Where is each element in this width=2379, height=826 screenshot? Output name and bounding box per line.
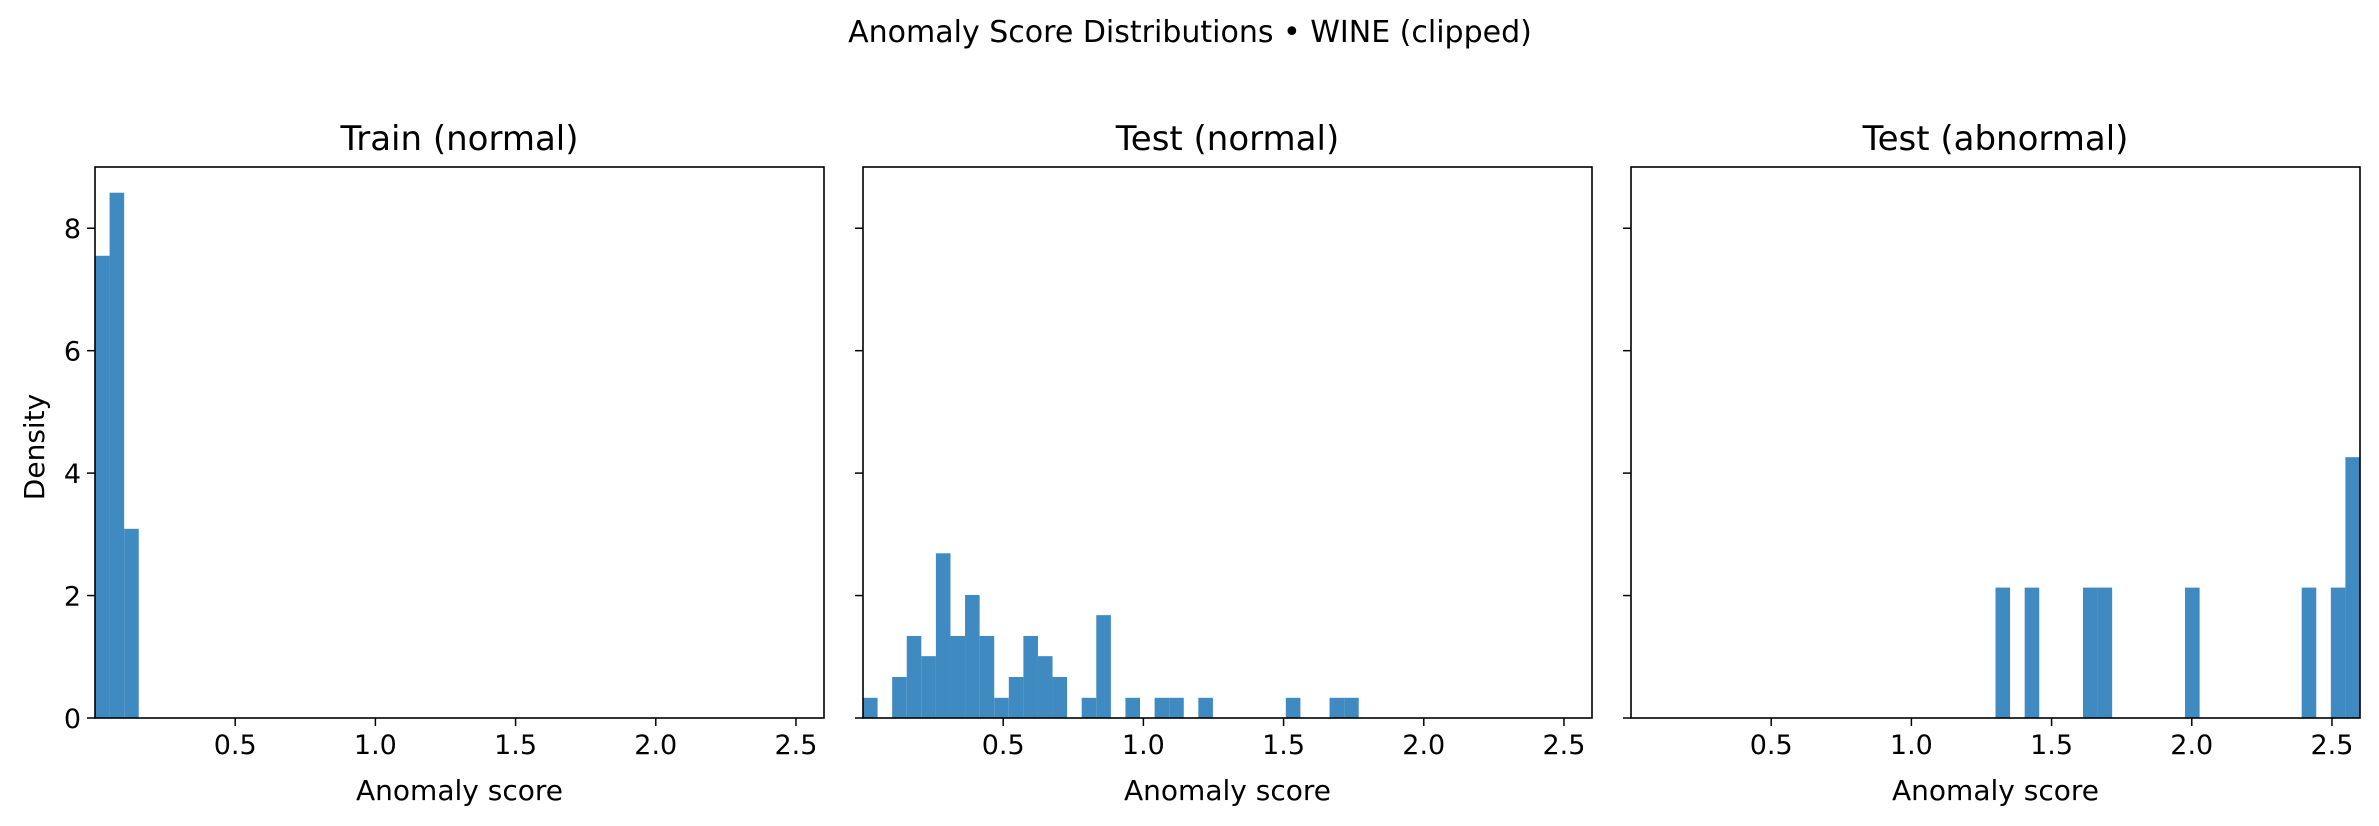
panel-2: 0.5 1.0 1.5 2.0 2.5 Test (normal) Anomaly scor…	[855, 119, 1593, 807]
x-tick-label: 1.5	[1262, 730, 1305, 761]
histogram-bar	[950, 635, 966, 718]
histogram-bar	[2345, 457, 2360, 718]
histogram-bar	[1037, 656, 1053, 718]
x-tick-label: 2.5	[774, 730, 817, 761]
histogram-bar	[1169, 697, 1184, 718]
x-tick-label: 1.0	[1122, 730, 1165, 761]
panel-title: Train (normal)	[339, 119, 578, 159]
histogram-bar	[95, 255, 110, 718]
histogram-bar	[1125, 697, 1141, 718]
histogram-bar	[1198, 697, 1213, 718]
histogram-bar	[935, 553, 951, 718]
histogram-bar	[906, 635, 922, 718]
histogram-bar	[1052, 676, 1068, 718]
histogram-bar	[1023, 635, 1038, 718]
x-axis-label: Anomaly score	[1892, 774, 2099, 807]
histogram-bar	[1081, 697, 1097, 718]
histogram-bar	[124, 528, 139, 718]
x-tick-label: 2.0	[634, 730, 677, 761]
histogram-bar	[994, 697, 1009, 718]
histogram-bar	[921, 656, 936, 718]
y-tick-label: 8	[64, 214, 81, 245]
x-tick-label: 1.5	[494, 730, 537, 761]
histogram-bar	[2185, 587, 2200, 718]
histogram-bar	[979, 635, 995, 718]
x-tick-label: 1.0	[1890, 730, 1933, 761]
x-tick-label: 1.0	[354, 730, 397, 761]
histogram-bar	[1995, 587, 2011, 718]
histogram-bar	[1329, 697, 1345, 718]
x-axis-label: Anomaly score	[356, 774, 563, 807]
histogram-bar	[965, 594, 980, 718]
histogram-bar	[2097, 587, 2113, 718]
y-tick-label: 0	[64, 704, 81, 735]
y-axis-label: Density	[18, 394, 51, 500]
x-tick-label: 0.5	[982, 730, 1025, 761]
histogram-bar	[863, 697, 878, 718]
x-tick-label: 1.5	[2030, 730, 2073, 761]
histogram-bar	[2301, 587, 2317, 718]
histogram-bar	[892, 676, 907, 718]
panels: 0.5 1.0 1.5 2.0 2.5 0 2 4 6 8 Train (normal) Anomal…	[64, 119, 2361, 807]
x-tick-label: 0.5	[1750, 730, 1793, 761]
x-tick-label: 0.5	[214, 730, 257, 761]
histogram-bar	[2082, 587, 2098, 718]
x-tick-label: 2.5	[2310, 730, 2353, 761]
y-tick-label: 4	[64, 459, 81, 490]
histogram-bar	[1285, 697, 1301, 718]
histogram-bar	[1154, 697, 1170, 718]
y-tick-label: 2	[64, 582, 81, 613]
histogram-bar	[109, 192, 125, 718]
histogram-bar	[1344, 697, 1359, 718]
x-tick-label: 2.0	[2170, 730, 2213, 761]
histogram-bar	[1096, 615, 1111, 718]
y-tick-label: 6	[64, 337, 81, 368]
x-tick-label: 2.5	[1542, 730, 1585, 761]
figure-suptitle: Anomaly Score Distributions • WINE (clip…	[848, 15, 1532, 50]
histogram-bar	[2330, 587, 2346, 718]
panel-3: 0.5 1.0 1.5 2.0 2.5 Test (abnormal) Anomaly sc…	[1623, 119, 2361, 807]
panel-title: Test (normal)	[1115, 119, 1339, 159]
panel-1: 0.5 1.0 1.5 2.0 2.5 0 2 4 6 8 Train (normal) Anomal…	[64, 119, 825, 807]
axes-frame	[1630, 166, 2361, 719]
histogram-bar	[2024, 587, 2040, 718]
x-tick-label: 2.0	[1402, 730, 1445, 761]
x-axis-label: Anomaly score	[1124, 774, 1331, 807]
panel-title: Test (abnormal)	[1862, 119, 2129, 159]
histogram-bar	[1008, 676, 1024, 718]
axes-frame	[94, 166, 825, 719]
axes-frame	[862, 166, 1593, 719]
